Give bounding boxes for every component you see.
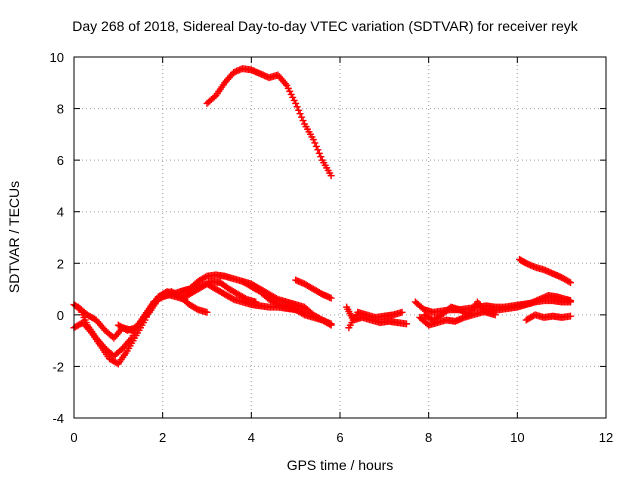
y-tick-label: 10 — [50, 50, 64, 65]
data-point — [327, 172, 335, 180]
chart-title: Day 268 of 2018, Sidereal Day-to-day VTE… — [72, 18, 578, 34]
data-point — [491, 311, 499, 319]
data-point — [317, 153, 325, 161]
x-tick-label: 10 — [510, 430, 524, 445]
y-tick-label: -2 — [52, 359, 64, 374]
y-tick-labels: -4 -2 0 2 4 6 8 10 — [50, 50, 64, 426]
x-axis-label: GPS time / hours — [287, 457, 394, 473]
series-arc-g — [292, 276, 335, 302]
data-point — [298, 113, 306, 121]
series-arc-high-2 — [516, 255, 575, 287]
axis-ticks — [73, 56, 607, 419]
series-arc-e — [176, 280, 309, 316]
data-point — [295, 106, 303, 114]
x-tick-label: 6 — [336, 430, 343, 445]
y-tick-label: 6 — [57, 153, 64, 168]
data-point — [565, 278, 573, 286]
series-arc-high-1 — [203, 65, 335, 180]
y-tick-label: 4 — [57, 205, 64, 220]
data-point — [293, 103, 301, 111]
data-point — [567, 312, 575, 320]
x-tick-labels: 0 2 4 6 8 10 12 — [70, 430, 613, 445]
data-point — [326, 320, 334, 328]
series-arc-f — [238, 277, 335, 329]
data-point — [181, 295, 189, 303]
data-point — [311, 139, 319, 147]
y-axis-label: SDTVAR / TECUs — [6, 181, 22, 293]
data-point — [299, 117, 307, 125]
x-tick-label: 2 — [159, 430, 166, 445]
series-arc-i — [345, 308, 406, 332]
series-arc-m — [522, 311, 575, 324]
data-point — [567, 298, 575, 306]
x-tick-label: 8 — [425, 430, 432, 445]
x-tick-label: 0 — [70, 430, 77, 445]
data-point — [312, 142, 320, 150]
data-point — [296, 110, 304, 118]
y-tick-label: 2 — [57, 256, 64, 271]
data-point — [314, 146, 322, 154]
data-points — [70, 65, 575, 368]
data-point — [403, 320, 410, 328]
data-point — [203, 308, 211, 316]
data-point — [309, 136, 317, 144]
data-point — [327, 321, 335, 329]
y-tick-label: 8 — [57, 102, 64, 117]
data-point — [398, 308, 406, 316]
x-tick-label: 12 — [599, 430, 613, 445]
grid — [74, 57, 606, 418]
data-point — [567, 279, 575, 287]
data-point — [292, 99, 300, 107]
y-tick-label: -4 — [52, 411, 64, 426]
data-point — [315, 149, 323, 157]
x-tick-label: 4 — [248, 430, 255, 445]
y-tick-label: 0 — [57, 308, 64, 323]
series-arc-l — [420, 298, 499, 324]
data-point — [327, 294, 335, 302]
